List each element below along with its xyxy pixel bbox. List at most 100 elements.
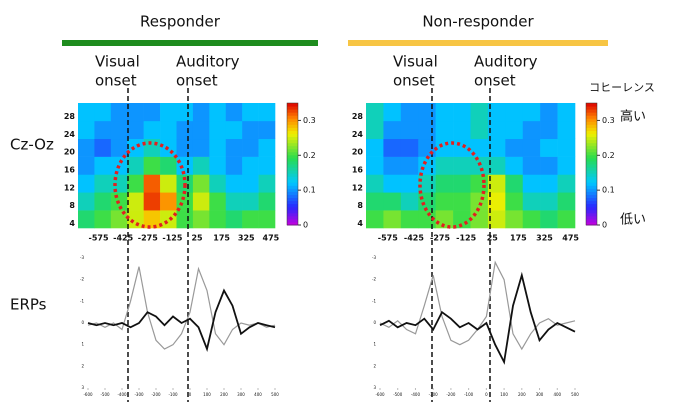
erp-line — [379, 260, 576, 351]
heatmap-cell — [366, 103, 384, 122]
heatmap-cell — [418, 192, 436, 211]
colorbar-step — [287, 179, 298, 183]
colorbar-step — [586, 197, 597, 202]
heatmap-cell — [418, 120, 436, 140]
colorbar-step — [586, 127, 597, 131]
row-label: ERPs — [10, 296, 47, 314]
colorbar-step — [287, 151, 298, 156]
x-tick-label: -500 — [100, 392, 110, 397]
colorbar-step — [586, 182, 597, 186]
heatmap-cell — [383, 210, 402, 229]
colorbar-step — [287, 170, 298, 174]
colorbar-tick-label: 0 — [303, 221, 308, 230]
heatmap-cell — [258, 192, 276, 211]
heatmap-cell — [418, 174, 436, 193]
colorbar-step — [287, 139, 298, 144]
heatmap-cell — [209, 138, 227, 157]
x-tick-label: -300 — [134, 392, 144, 397]
heatmap-cell — [418, 103, 436, 122]
colorbar-step — [586, 173, 597, 177]
colorbar-step — [287, 164, 298, 168]
colorbar-step — [586, 167, 597, 171]
colorbar-step — [586, 154, 597, 159]
y-tick-label: 1 — [373, 342, 376, 347]
colorbar-step — [287, 133, 298, 138]
heatmap-cell — [522, 210, 541, 229]
colorbar-step — [586, 188, 597, 192]
row-label: Cz-Oz — [10, 136, 54, 154]
heatmap-cell — [522, 192, 541, 211]
colorbar-step — [586, 209, 597, 214]
heatmap-cell — [505, 138, 524, 157]
heatmap-cell — [470, 138, 489, 157]
heatmap-cell — [470, 192, 489, 211]
x-tick-label: 325 — [238, 234, 255, 243]
x-tick-label: 400 — [254, 392, 262, 397]
heatmap-cell — [366, 210, 384, 229]
onset-label: onset — [393, 72, 435, 90]
heatmap-cell — [505, 210, 524, 229]
heatmap-cell — [522, 103, 541, 122]
colorbar-step — [586, 221, 597, 226]
x-tick-label: 475 — [263, 234, 280, 243]
x-tick-label: 200 — [220, 392, 228, 397]
x-tick-label: -125 — [456, 234, 476, 243]
x-tick-label: -100 — [168, 392, 178, 397]
colorbar-step — [287, 160, 298, 165]
colorbar-step — [586, 133, 597, 138]
heatmap-cell — [435, 103, 454, 122]
colorbar-step — [287, 221, 298, 226]
colorbar-tick-label: 0.2 — [303, 151, 316, 160]
y-tick-label: 20 — [64, 148, 76, 157]
colorbar-step — [586, 170, 597, 174]
colorbar-step — [287, 188, 298, 192]
colorbar-step — [586, 130, 597, 134]
heatmap-cell — [540, 192, 558, 211]
colorbar-step — [586, 176, 597, 180]
y-tick-label: 16 — [64, 165, 76, 174]
colorbar-step — [586, 206, 597, 211]
heatmap-cell — [110, 138, 128, 157]
y-tick-label: -3 — [372, 255, 376, 260]
colorbar-step — [287, 215, 298, 220]
y-tick-label: 24 — [64, 130, 76, 139]
heatmap-cell — [400, 103, 419, 122]
colorbar-step — [287, 212, 298, 217]
heatmap-cell — [453, 103, 471, 122]
colorbar-step — [586, 218, 597, 223]
heatmap-cell — [209, 156, 227, 175]
y-tick-label: -3 — [80, 255, 84, 260]
colorbar-step — [586, 109, 597, 113]
heatmap-cell — [435, 192, 454, 211]
heatmap-cell — [225, 192, 243, 211]
heatmap-cell — [127, 210, 144, 229]
heatmap-cell — [435, 210, 454, 229]
heatmap-cell — [143, 156, 161, 175]
colorbar-frame — [286, 102, 299, 226]
heatmap-cell — [400, 138, 419, 157]
colorbar-step — [287, 121, 298, 125]
colorbar-step — [287, 142, 298, 147]
onset-label: onset — [176, 72, 218, 90]
colorbar-step — [586, 215, 597, 220]
heatmap-cell — [143, 192, 161, 211]
y-tick-label: 3 — [81, 385, 84, 390]
heatmap-cell — [225, 120, 243, 140]
x-tick-label: -575 — [378, 234, 398, 243]
heatmap-cell — [557, 103, 576, 122]
heatmap-cell — [242, 138, 259, 157]
heatmap-cell — [242, 192, 259, 211]
onset-label: onset — [474, 72, 516, 90]
heatmap-cell — [505, 103, 524, 122]
colorbar-step — [287, 197, 298, 202]
heatmap-cell — [366, 192, 384, 211]
colorbar-step — [586, 212, 597, 217]
x-tick-label: -500 — [393, 392, 403, 397]
heatmap-cell — [522, 138, 541, 157]
heatmap-cell — [366, 138, 384, 157]
heatmap-cell — [160, 120, 177, 140]
colorbar-step — [586, 151, 597, 156]
x-tick-label: 0 — [189, 392, 192, 397]
colorbar-step — [586, 145, 597, 150]
